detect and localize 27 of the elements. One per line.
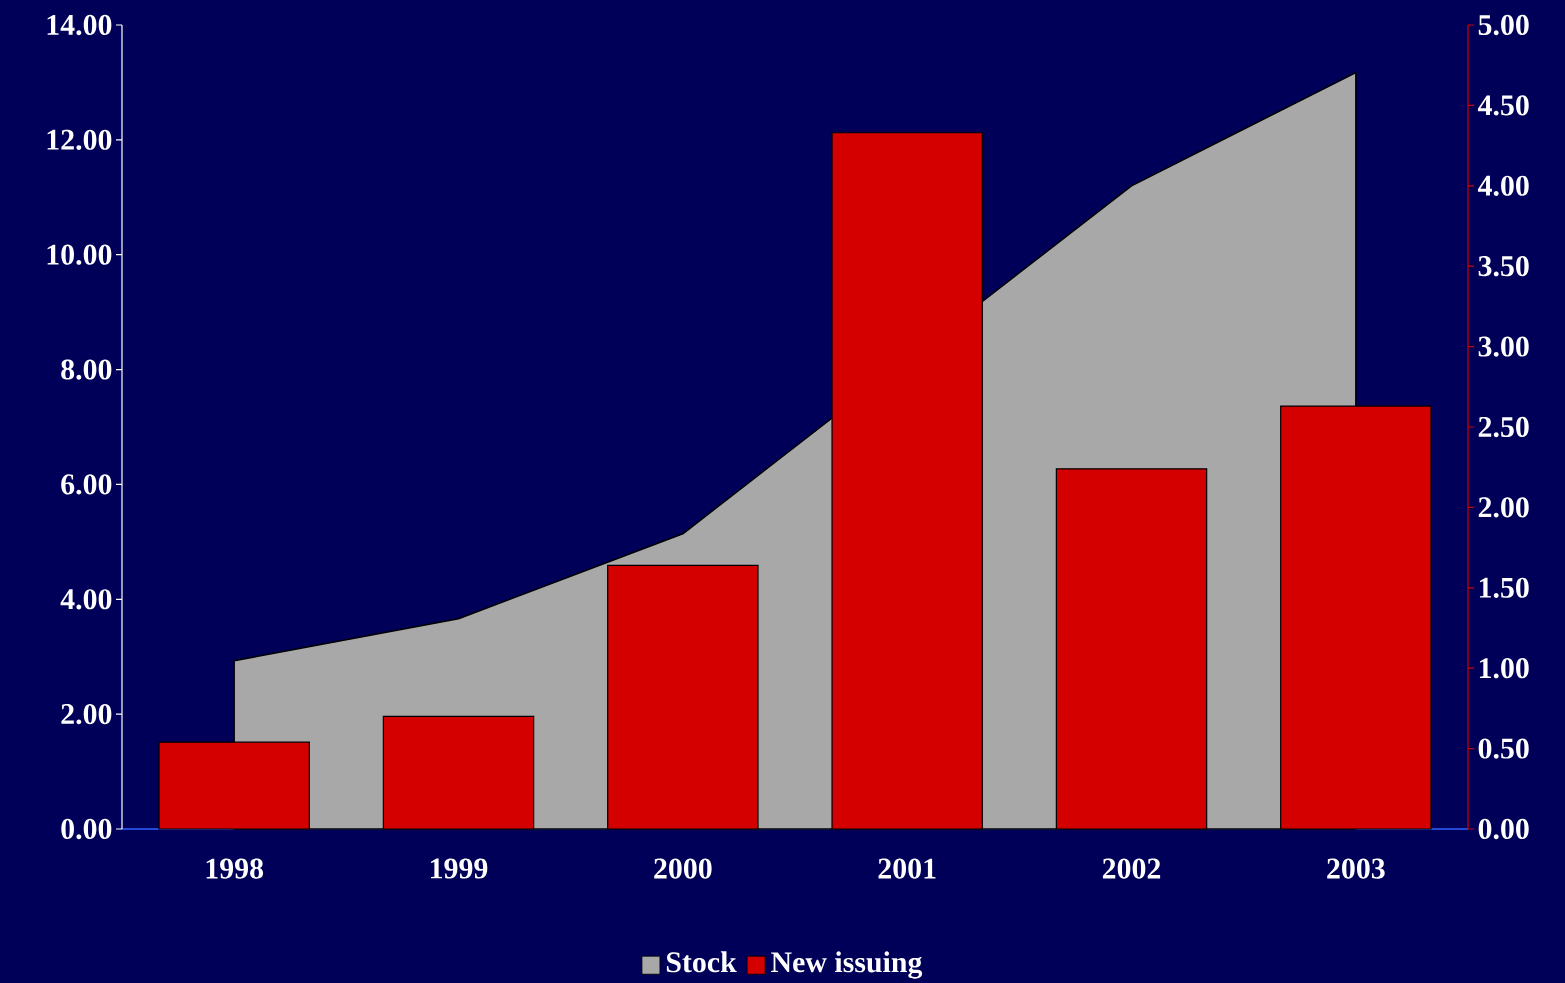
y-tick-label: 14.00: [47, 14, 112, 36]
y2-tick-label: 0.50: [1478, 738, 1529, 759]
y2-tick-label: 2.50: [1478, 416, 1529, 438]
x-tick-label: 2003: [1327, 858, 1385, 879]
y-tick-label: 0.00: [61, 818, 112, 840]
y-tick-label: 4.00: [60, 589, 112, 610]
y2-tick-label: 0.00: [1478, 818, 1529, 840]
y-tick-label: 12.00: [47, 129, 112, 150]
y-tick-label: 8.00: [61, 359, 112, 380]
y2-tick-label: 3.00: [1478, 336, 1529, 357]
legend-label: New issuing: [771, 951, 923, 979]
y2-tick-label: 1.00: [1479, 658, 1529, 679]
y-tick-label: 6.00: [61, 474, 112, 495]
legend-label: Stock: [666, 951, 737, 973]
y2-tick-label: 3.50: [1478, 256, 1529, 277]
y2-tick-label: 1.50: [1479, 577, 1529, 598]
y2-tick-label: 2.00: [1478, 497, 1529, 518]
y2-tick-label: 5.00: [1478, 14, 1529, 36]
x-tick-label: 1999: [431, 858, 488, 879]
x-tick-label: 2001: [878, 858, 936, 879]
x-tick-label: 1998: [206, 858, 264, 879]
y2-tick-label: 4.50: [1477, 95, 1529, 116]
y2-tick-label: 4.00: [1477, 175, 1529, 196]
x-tick-label: 2002: [1102, 858, 1161, 879]
x-tick-label: 2000: [654, 858, 712, 879]
y-tick-label: 2.00: [61, 703, 112, 725]
y-tick-label: 10.00: [47, 244, 112, 265]
